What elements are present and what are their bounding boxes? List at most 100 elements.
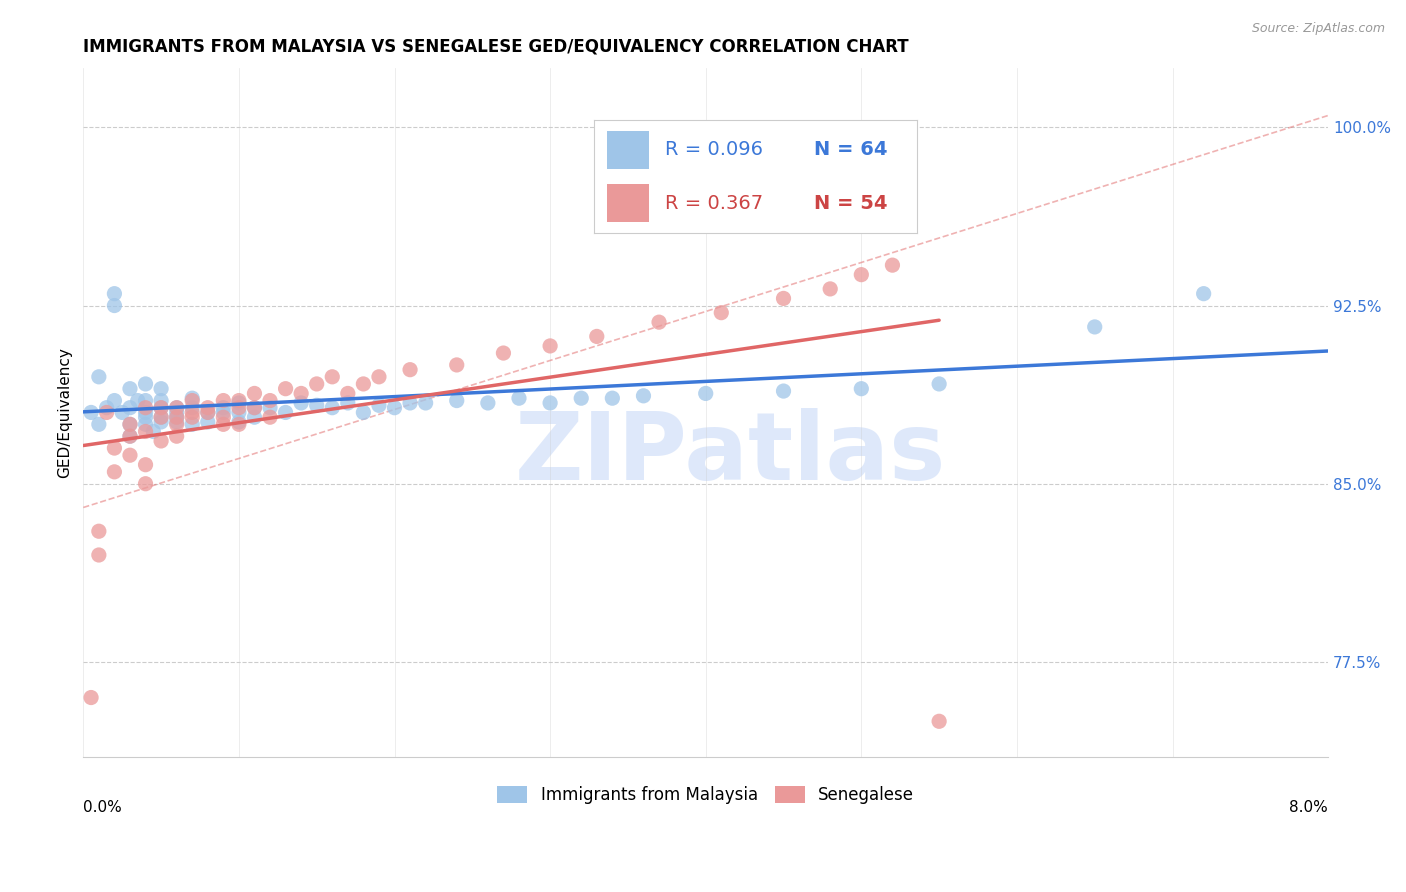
Point: [492, 346, 515, 360]
Point: [166, 415, 188, 429]
Point: [166, 417, 188, 432]
Point: [87, 548, 110, 562]
Point: [150, 401, 173, 415]
Point: [181, 405, 204, 419]
Point: [181, 393, 204, 408]
Point: [135, 417, 157, 432]
Point: [212, 410, 235, 425]
Point: [243, 410, 266, 425]
Point: [166, 401, 188, 415]
Point: [127, 393, 149, 408]
Text: 0.0%: 0.0%: [83, 800, 122, 814]
Point: [212, 405, 235, 419]
Point: [538, 339, 561, 353]
Point: [928, 714, 950, 729]
Point: [135, 476, 157, 491]
Point: [228, 396, 250, 410]
Point: [150, 401, 173, 415]
Point: [166, 405, 188, 419]
Point: [166, 401, 188, 415]
Text: Source: ZipAtlas.com: Source: ZipAtlas.com: [1251, 22, 1385, 36]
Point: [882, 258, 904, 272]
Point: [851, 382, 873, 396]
Point: [228, 393, 250, 408]
Point: [477, 396, 499, 410]
Point: [118, 448, 141, 462]
Point: [150, 393, 173, 408]
Point: [135, 393, 157, 408]
Point: [305, 398, 328, 412]
Point: [243, 401, 266, 415]
Text: ZIPatlas: ZIPatlas: [515, 408, 946, 500]
Point: [602, 391, 624, 405]
Text: IMMIGRANTS FROM MALAYSIA VS SENEGALESE GED/EQUIVALENCY CORRELATION CHART: IMMIGRANTS FROM MALAYSIA VS SENEGALESE G…: [83, 37, 908, 55]
Point: [181, 391, 204, 405]
Point: [1192, 286, 1215, 301]
Point: [103, 393, 125, 408]
Point: [118, 417, 141, 432]
Point: [181, 410, 204, 425]
Point: [585, 329, 607, 343]
Point: [538, 396, 561, 410]
Point: [772, 292, 794, 306]
Point: [135, 458, 157, 472]
Point: [135, 405, 157, 419]
Point: [368, 369, 391, 384]
Point: [80, 690, 103, 705]
Point: [259, 393, 281, 408]
Point: [384, 401, 406, 415]
Point: [818, 282, 841, 296]
Point: [259, 401, 281, 415]
Point: [118, 429, 141, 443]
Point: [228, 415, 250, 429]
Point: [352, 376, 374, 391]
Y-axis label: GED/Equivalency: GED/Equivalency: [58, 347, 72, 478]
Point: [305, 376, 328, 391]
Point: [87, 524, 110, 539]
Point: [321, 369, 343, 384]
Point: [243, 401, 266, 415]
Point: [446, 358, 468, 372]
Point: [633, 389, 655, 403]
Point: [336, 386, 359, 401]
Point: [399, 362, 422, 376]
Legend: Immigrants from Malaysia, Senegalese: Immigrants from Malaysia, Senegalese: [491, 779, 921, 811]
Point: [111, 405, 134, 419]
Point: [321, 401, 343, 415]
Point: [96, 401, 118, 415]
Point: [212, 401, 235, 415]
Point: [96, 405, 118, 419]
Point: [228, 417, 250, 432]
Point: [181, 417, 204, 432]
Point: [150, 382, 173, 396]
Point: [446, 393, 468, 408]
Point: [695, 386, 717, 401]
Point: [197, 401, 219, 415]
Text: 8.0%: 8.0%: [1289, 800, 1329, 814]
Point: [103, 441, 125, 455]
Point: [508, 391, 530, 405]
Point: [166, 410, 188, 425]
Point: [135, 401, 157, 415]
Point: [150, 410, 173, 425]
Point: [212, 393, 235, 408]
Point: [118, 401, 141, 415]
Point: [274, 382, 297, 396]
Point: [399, 396, 422, 410]
Point: [259, 410, 281, 425]
Point: [197, 415, 219, 429]
Point: [135, 425, 157, 439]
Point: [336, 396, 359, 410]
Point: [135, 376, 157, 391]
Point: [290, 386, 312, 401]
Point: [212, 417, 235, 432]
Point: [150, 415, 173, 429]
Point: [142, 425, 165, 439]
Point: [928, 376, 950, 391]
Point: [181, 401, 204, 415]
Point: [415, 396, 437, 410]
Point: [87, 369, 110, 384]
Point: [1084, 320, 1107, 334]
Point: [103, 299, 125, 313]
Point: [166, 429, 188, 443]
